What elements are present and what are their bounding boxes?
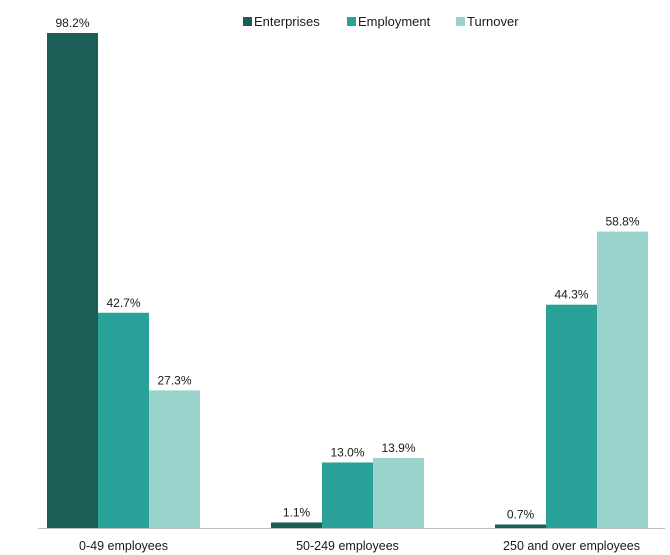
- data-label-employment-3: 44.3%: [554, 288, 588, 302]
- bar-enterprises-3: [495, 524, 546, 528]
- legend-swatch-employment: [347, 17, 356, 26]
- legend-label-turnover: Turnover: [467, 14, 519, 29]
- data-label-employment-1: 42.7%: [106, 296, 140, 310]
- legend-swatch-turnover: [456, 17, 465, 26]
- data-label-turnover-2: 13.9%: [381, 441, 415, 455]
- data-label-turnover-1: 27.3%: [157, 373, 191, 387]
- legend-swatch-enterprises: [243, 17, 252, 26]
- legend-item-employment: Employment: [347, 14, 431, 29]
- bar-turnover-3: [597, 231, 648, 528]
- bar-employment-1: [98, 312, 149, 528]
- x-tick-labels: 0-49 employees 50-249 employees 250 and ov…: [79, 539, 640, 553]
- value-labels: 98.2% 42.7% 27.3% 1.1% 13.0% 13.9% 0.7% 44.3% 58…: [55, 16, 639, 521]
- x-tick-label-2: 50-249 employees: [296, 539, 399, 553]
- x-tick-label-3: 250 and over employees: [503, 539, 640, 553]
- bar-employment-3: [546, 304, 597, 528]
- bar-enterprises-2: [271, 522, 322, 528]
- legend-label-employment: Employment: [358, 14, 431, 29]
- data-label-enterprises-3: 0.7%: [507, 507, 535, 521]
- bar-turnover-1: [149, 390, 200, 528]
- chart-legend: Enterprises Employment Turnover: [243, 14, 519, 29]
- bar-turnover-2: [373, 457, 424, 528]
- x-tick-label-1: 0-49 employees: [79, 539, 168, 553]
- legend-item-enterprises: Enterprises: [243, 14, 320, 29]
- bar-enterprises-1: [47, 33, 98, 528]
- data-label-enterprises-1: 98.2%: [55, 16, 89, 30]
- bar-employment-2: [322, 462, 373, 528]
- legend-item-turnover: Turnover: [456, 14, 519, 29]
- data-label-enterprises-2: 1.1%: [283, 505, 311, 519]
- data-label-turnover-3: 58.8%: [605, 215, 639, 229]
- legend-label-enterprises: Enterprises: [254, 14, 320, 29]
- bar-group: [47, 33, 648, 528]
- data-label-employment-2: 13.0%: [330, 445, 364, 459]
